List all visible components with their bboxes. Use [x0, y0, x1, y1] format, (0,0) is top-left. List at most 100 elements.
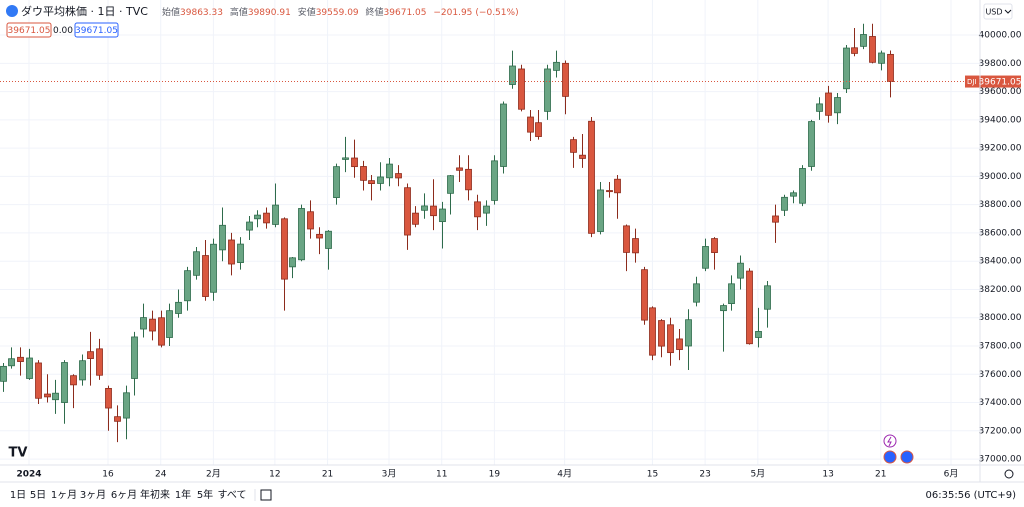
- candles: [0, 23, 894, 443]
- candle-body: [193, 251, 200, 276]
- overlay: 40000.00 39800.00 39600.00 39400.00 39200.00…: [0, 31, 1022, 480]
- spread: 0.00: [53, 26, 73, 36]
- candle-body: [298, 208, 305, 261]
- candle-body: [52, 392, 59, 401]
- range-button[interactable]: 1ヶ月: [51, 489, 77, 501]
- x-tick-label: 15: [647, 470, 658, 480]
- candle-body: [0, 365, 7, 382]
- y-tick-label: 39000.00: [979, 172, 1022, 182]
- candle-body: [772, 215, 779, 223]
- x-tick-label: 21: [322, 470, 333, 480]
- range-button[interactable]: 1年: [175, 488, 191, 501]
- candle-body: [263, 212, 270, 224]
- x-tick-label: 2024: [16, 470, 41, 480]
- currency: USD: [985, 8, 1002, 17]
- candle-body: [737, 262, 744, 279]
- candle-body: [439, 208, 446, 223]
- candle-body: [588, 120, 595, 234]
- candle-body: [544, 68, 551, 112]
- candle-body: [316, 233, 323, 239]
- date-range-icon[interactable]: [260, 489, 272, 501]
- candle-body: [597, 189, 604, 232]
- candle-body: [834, 97, 841, 114]
- currency-caret: [1004, 9, 1012, 14]
- candle-body: [149, 318, 156, 332]
- candle-body: [395, 173, 402, 179]
- low-label: 安値: [298, 6, 316, 18]
- y-tick-label: 37800.00: [979, 341, 1022, 351]
- candle-body: [887, 53, 894, 82]
- x-tick-label: 11: [436, 470, 447, 480]
- y-tick-label: 38400.00: [979, 257, 1022, 267]
- x-tick-label: 5月: [750, 469, 765, 480]
- candle-body: [711, 238, 718, 253]
- candle-body: [70, 375, 77, 386]
- buy-box[interactable]: [74, 22, 119, 38]
- candle-body: [509, 65, 516, 85]
- x-tick-label: 6月: [944, 469, 959, 480]
- range-button[interactable]: 3ヶ月: [80, 489, 106, 501]
- candle-body: [843, 47, 850, 90]
- candle-body: [404, 187, 411, 236]
- range-button[interactable]: 6ヶ月: [111, 489, 137, 501]
- candle-body: [17, 356, 24, 362]
- candle-body: [131, 336, 138, 379]
- close-label: 終値: [366, 6, 384, 18]
- candle-body: [685, 319, 692, 347]
- candle-body: [333, 166, 340, 198]
- ohlc-legend: 始値39863.33 高値39890.91 安値39559.09 終値39671…: [162, 6, 519, 18]
- candle-body: [614, 178, 621, 194]
- candle-body: [641, 269, 648, 321]
- sell-box[interactable]: [6, 22, 52, 38]
- candle-body: [860, 34, 867, 47]
- candle-body: [816, 103, 823, 112]
- range-button[interactable]: すべて: [218, 489, 247, 501]
- candle-body: [79, 360, 86, 381]
- candle-body: [702, 246, 709, 269]
- candle-body: [755, 331, 762, 338]
- candle-body: [430, 205, 437, 217]
- candle-body: [746, 270, 753, 345]
- candle-body: [764, 285, 771, 310]
- y-tick-label: 40000.00: [979, 31, 1022, 41]
- candle-body: [123, 392, 130, 419]
- candle-body: [228, 239, 235, 265]
- y-tick-label: 38800.00: [979, 200, 1022, 210]
- candle-body: [693, 283, 700, 303]
- candle-body: [623, 225, 630, 253]
- currency-box[interactable]: [983, 3, 1013, 20]
- x-tick-label: 23: [699, 470, 710, 480]
- y-tick-label: 37400.00: [979, 398, 1022, 408]
- candle-body: [447, 175, 454, 194]
- last-price-label: 39671.05: [979, 78, 1022, 88]
- high-label: 高値: [230, 6, 248, 18]
- x-tick-label: 2月: [206, 469, 221, 480]
- candle-body: [878, 52, 885, 64]
- candle-body: [386, 163, 393, 179]
- symbol-title[interactable]: ダウ平均株価 · 1日 · TVC: [21, 4, 148, 18]
- change-pct: (−0.51%): [475, 8, 518, 18]
- range-button[interactable]: 1日: [10, 490, 26, 501]
- y-tick-label: 38000.00: [979, 313, 1022, 323]
- range-button[interactable]: 5年: [197, 488, 213, 501]
- flag-icon[interactable]: [900, 450, 914, 464]
- close-value: 39671.05: [384, 8, 427, 18]
- candle-body: [44, 393, 51, 398]
- y-tick-label: 39400.00: [979, 115, 1022, 125]
- candle-body: [456, 167, 463, 171]
- x-tick-label: 21: [875, 470, 886, 480]
- candle-body: [87, 351, 94, 359]
- candle-body: [720, 305, 727, 312]
- sell-price: 39671.05: [8, 26, 51, 36]
- flag-icon[interactable]: [883, 450, 897, 464]
- settings-icon[interactable]: [1004, 469, 1014, 479]
- range-button[interactable]: 5日: [30, 490, 46, 501]
- candle-body: [8, 358, 15, 367]
- event-icon[interactable]: [883, 434, 897, 448]
- candle-body: [728, 283, 735, 304]
- range-button[interactable]: 年初来: [140, 488, 170, 501]
- candle-body: [535, 122, 542, 137]
- candle-body: [158, 317, 165, 346]
- candle-body: [553, 61, 560, 71]
- y-tick-label: 38200.00: [979, 285, 1022, 295]
